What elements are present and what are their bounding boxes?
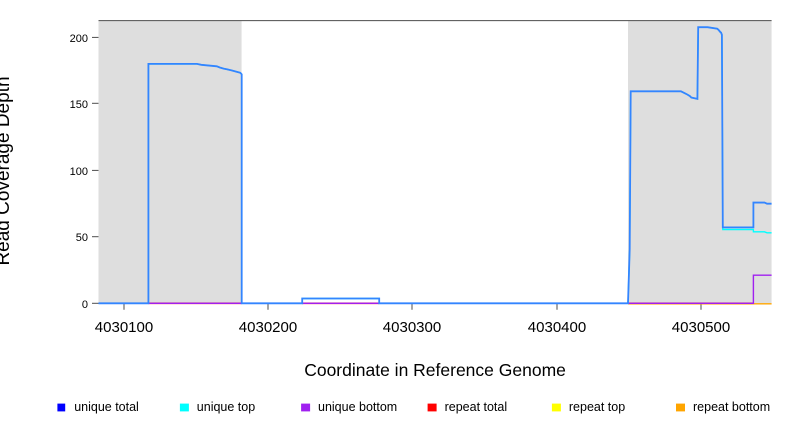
svg-text:0: 0	[82, 299, 88, 311]
svg-text:unique total: unique total	[74, 400, 139, 414]
svg-text:200: 200	[70, 33, 88, 45]
svg-text:50: 50	[76, 232, 88, 244]
svg-text:4030400: 4030400	[528, 319, 586, 336]
svg-text:unique top: unique top	[197, 400, 255, 414]
svg-text:repeat total: repeat total	[445, 400, 508, 414]
svg-text:150: 150	[70, 99, 88, 111]
svg-text:4030500: 4030500	[672, 319, 730, 336]
svg-text:unique bottom: unique bottom	[318, 400, 397, 414]
svg-text:4030100: 4030100	[95, 319, 153, 336]
svg-text:4030300: 4030300	[383, 319, 441, 336]
svg-text:4030200: 4030200	[239, 319, 297, 336]
svg-text:repeat bottom: repeat bottom	[693, 400, 770, 414]
svg-text:repeat top: repeat top	[569, 400, 625, 414]
svg-text:100: 100	[70, 166, 88, 178]
